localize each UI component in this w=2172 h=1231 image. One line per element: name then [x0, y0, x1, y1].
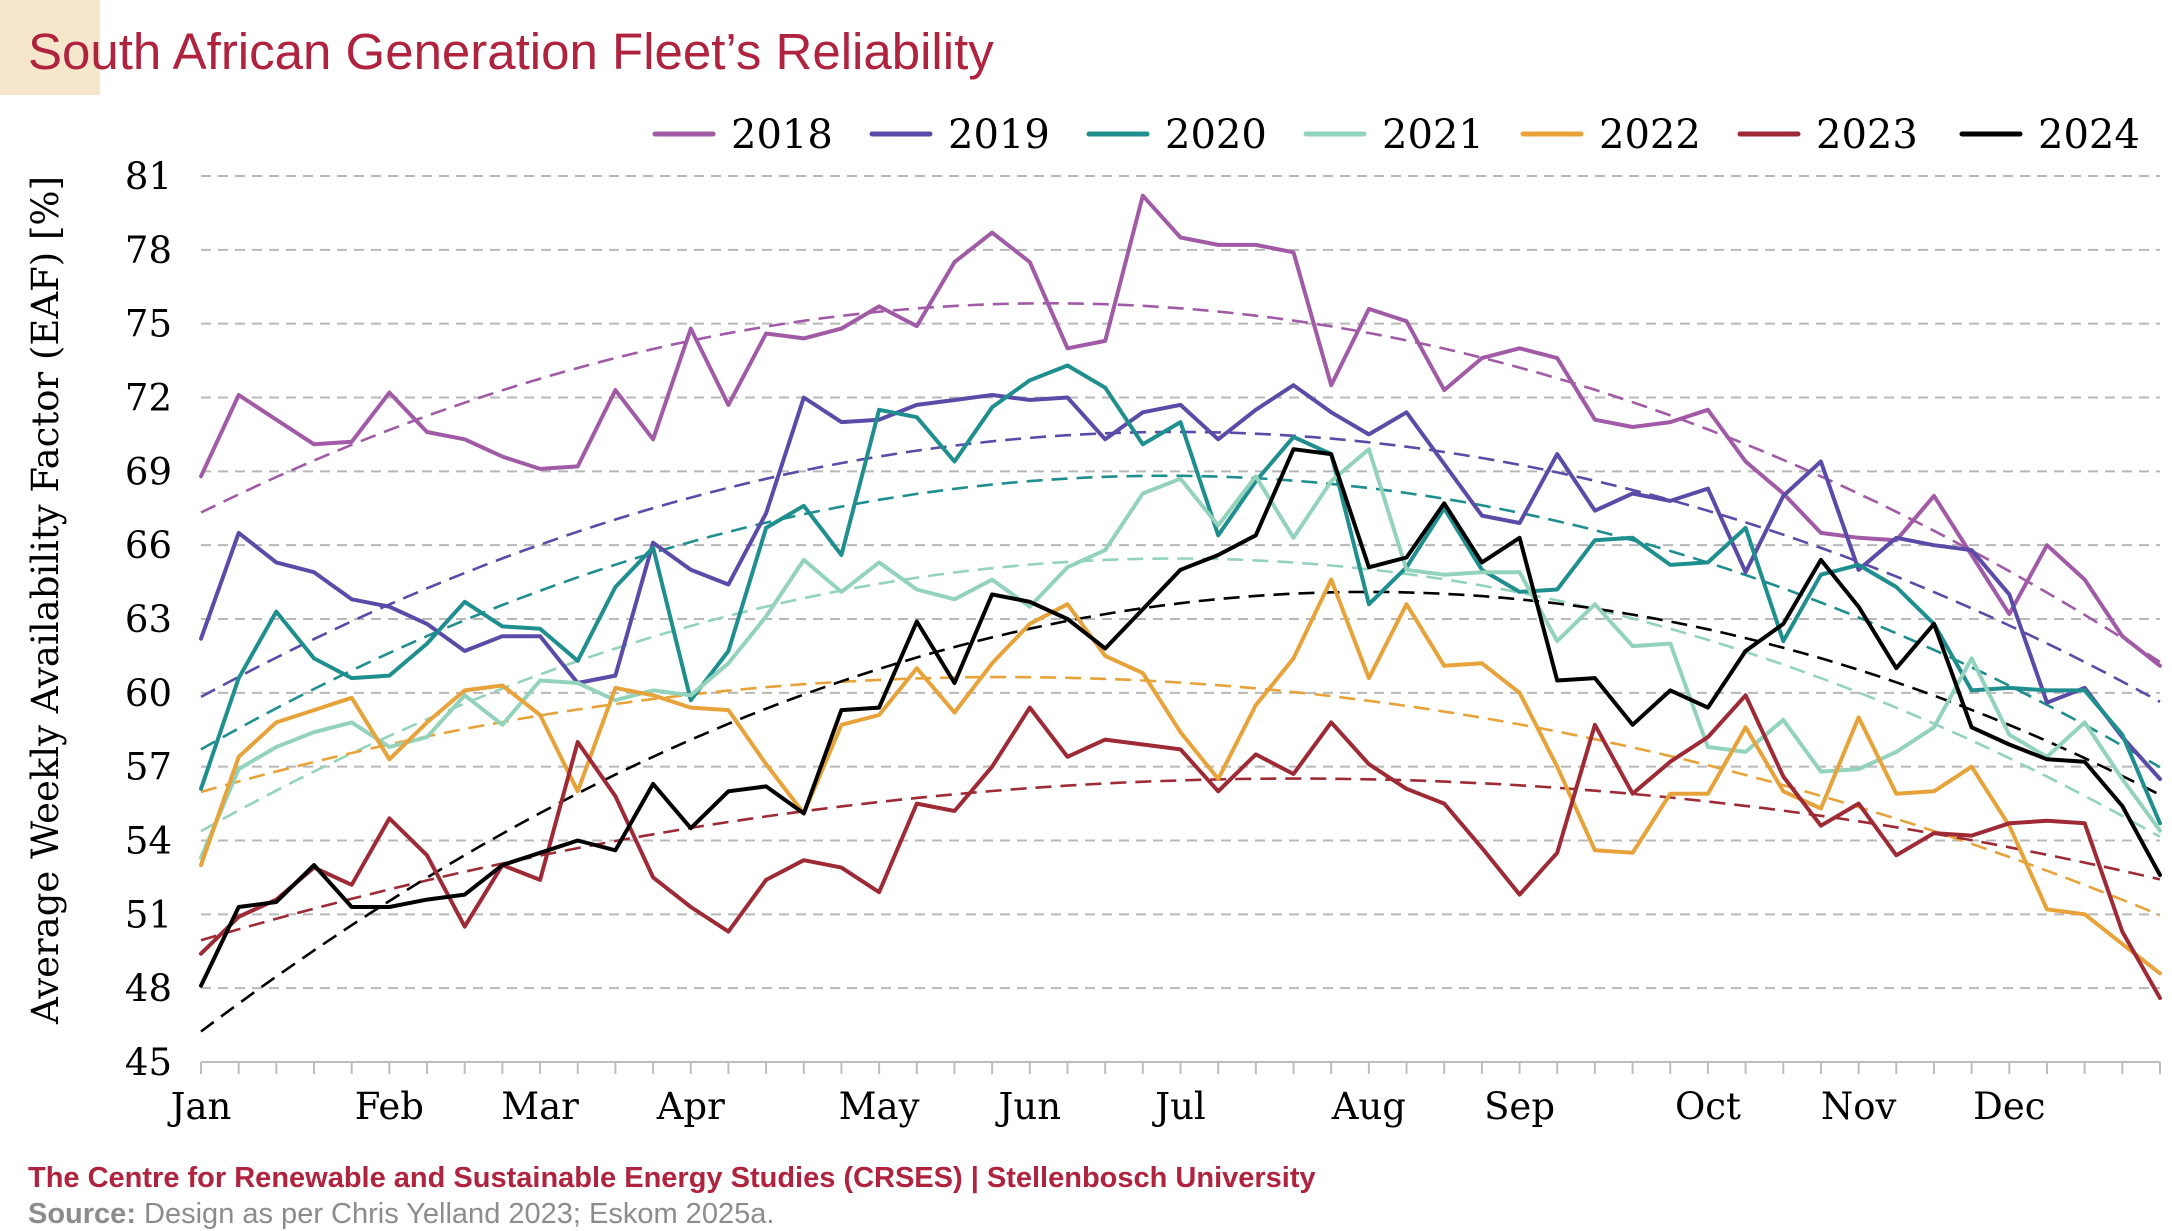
y-tick-label: 57 — [125, 746, 172, 789]
legend: 2018 2019 2020 2021 2022 2023 2024 — [652, 112, 2140, 158]
series-line-2018 — [199, 193, 2162, 668]
y-tick-label: 63 — [125, 598, 172, 641]
legend-label-2021: 2021 — [1382, 112, 1484, 158]
y-axis-label: Average Weekly Availability Factor (EAF)… — [24, 176, 67, 1025]
legend-label-2018: 2018 — [731, 112, 833, 158]
trendlines — [200, 301, 2161, 1033]
trendline-2023 — [200, 777, 2161, 942]
y-tick-label: 78 — [125, 229, 172, 272]
footer-organization: The Centre for Renewable and Sustainable… — [28, 1162, 1316, 1194]
x-tick-label: Jun — [995, 1085, 1062, 1128]
gridlines — [201, 175, 2160, 990]
y-tick-label: 60 — [125, 672, 172, 715]
series-lines — [199, 193, 2162, 1000]
y-tick-label: 66 — [125, 524, 172, 567]
x-tick-label: Dec — [1973, 1085, 2045, 1128]
x-tick-label: Mar — [501, 1085, 579, 1128]
y-tick-label: 51 — [125, 893, 172, 936]
title-accent-band — [0, 0, 100, 95]
footer-source-label: Source: — [28, 1198, 136, 1230]
series-line-2022 — [199, 577, 2162, 976]
series-line-2020 — [199, 363, 2162, 826]
trendline-2020 — [200, 474, 2161, 769]
y-tick-label: 81 — [125, 155, 172, 198]
legend-label-2023: 2023 — [1816, 112, 1918, 158]
y-tick-label: 69 — [125, 450, 172, 493]
y-tick-label: 72 — [125, 377, 172, 420]
y-tick-label: 54 — [125, 820, 172, 863]
x-tick-label: Oct — [1675, 1085, 1741, 1128]
x-tick-label: Sep — [1484, 1085, 1555, 1128]
trendline-2018 — [200, 301, 2161, 663]
y-tick-label: 75 — [125, 303, 172, 346]
x-tick-label: Jan — [167, 1085, 232, 1128]
x-tick-label: Jul — [1151, 1085, 1206, 1128]
legend-label-2019: 2019 — [948, 112, 1050, 158]
trendline-2019 — [200, 430, 2161, 703]
legend-label-2020: 2020 — [1165, 112, 1267, 158]
y-tick-label: 45 — [125, 1041, 172, 1084]
series-line-2023 — [199, 693, 2162, 1000]
x-tick-label: Apr — [656, 1085, 725, 1128]
chart-title: South African Generation Fleet’s Reliabi… — [28, 23, 994, 80]
x-axis: Jan Feb Mar Apr May Jun Jul Aug Sep Oct Nov Dec — [167, 1061, 2161, 1128]
trendline-2024 — [200, 590, 2161, 1033]
x-tick-label: Nov — [1821, 1085, 1897, 1128]
trendline-2021 — [200, 557, 2161, 838]
series-line-2024 — [199, 447, 2162, 988]
footer-source: Source: Design as per Chris Yelland 2023… — [28, 1198, 774, 1231]
legend-label-2024: 2024 — [2038, 112, 2140, 158]
x-tick-label: Aug — [1331, 1085, 1406, 1128]
y-tick-label: 48 — [125, 967, 172, 1010]
legend-label-2022: 2022 — [1599, 112, 1701, 158]
trendline-2022 — [200, 675, 2161, 917]
series-line-2021 — [199, 447, 2162, 860]
y-axis: 45 48 51 54 57 60 63 66 69 72 75 78 81 — [125, 155, 172, 1084]
x-tick-label: Feb — [355, 1085, 424, 1128]
footer-source-text: Design as per Chris Yelland 2023; Eskom … — [144, 1198, 775, 1230]
series-line-2019 — [199, 383, 2162, 781]
x-tick-label: May — [839, 1085, 920, 1128]
